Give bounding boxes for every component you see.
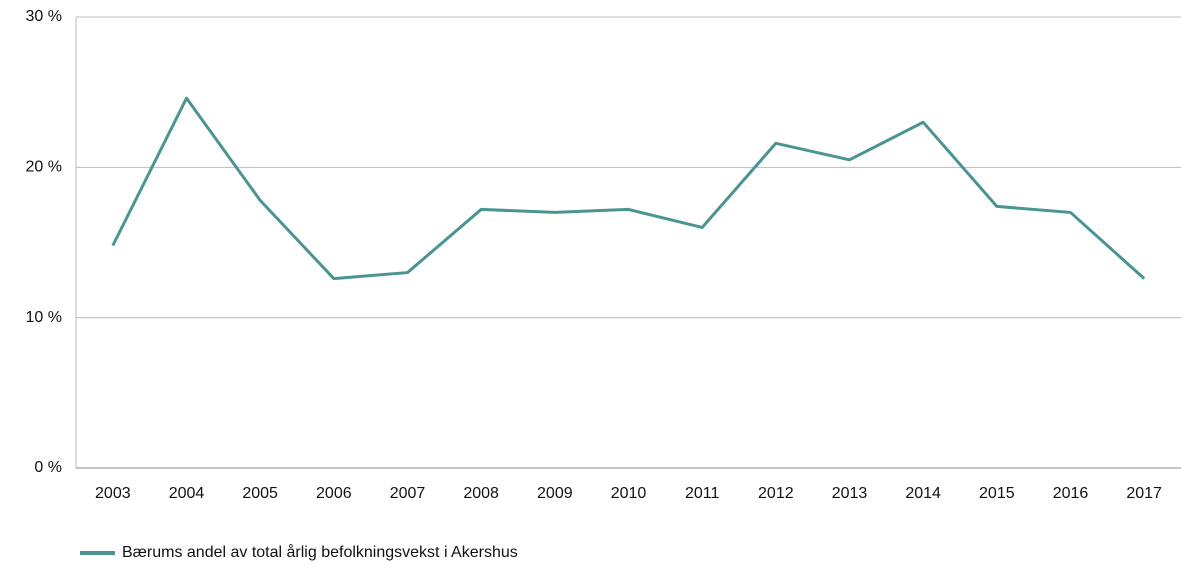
x-tick-label: 2009: [537, 485, 573, 502]
x-tick-label: 2015: [979, 485, 1015, 502]
y-tick-label: 30 %: [26, 8, 62, 25]
x-tick-label: 2003: [95, 485, 131, 502]
x-tick-label: 2010: [611, 485, 647, 502]
y-tick-label: 0 %: [34, 459, 62, 476]
legend-label: Bærums andel av total årlig befolkningsv…: [122, 543, 518, 561]
x-tick-label: 2013: [832, 485, 868, 502]
x-tick-label: 2014: [905, 485, 941, 502]
x-tick-label: 2006: [316, 485, 352, 502]
y-tick-label: 20 %: [26, 159, 62, 176]
x-tick-label: 2004: [169, 485, 205, 502]
x-tick-label: 2008: [463, 485, 499, 502]
x-tick-label: 2011: [685, 485, 720, 502]
line-series: [111, 96, 1146, 281]
x-tick-label: 2016: [1053, 485, 1089, 502]
x-tick-label: 2012: [758, 485, 794, 502]
x-tick-label: 2005: [242, 485, 278, 502]
x-tick-label: 2007: [390, 485, 426, 502]
x-tick-label: 2017: [1126, 485, 1162, 502]
y-tick-label: 10 %: [26, 309, 62, 326]
